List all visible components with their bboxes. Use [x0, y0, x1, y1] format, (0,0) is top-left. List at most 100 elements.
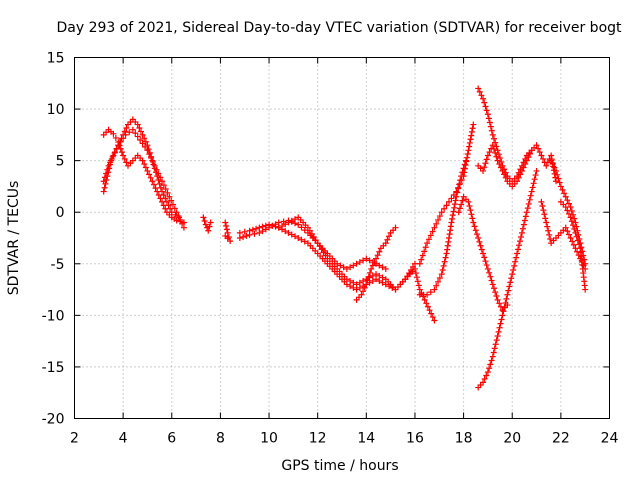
data-point — [508, 275, 515, 282]
data-point — [107, 157, 114, 164]
data-point — [471, 223, 478, 230]
data-point — [476, 88, 483, 95]
data-point — [279, 222, 286, 229]
data-point — [202, 221, 209, 228]
data-point — [106, 165, 113, 172]
data-point — [475, 85, 482, 92]
data-point — [480, 250, 487, 257]
data-point — [490, 146, 497, 153]
data-point — [441, 258, 448, 265]
chart-title: Day 293 of 2021, Sidereal Day-to-day VTE… — [56, 20, 622, 36]
data-point — [493, 293, 500, 300]
y-tick-label: 5 — [56, 154, 65, 170]
data-point — [445, 238, 452, 245]
data-point — [251, 230, 258, 237]
data-point — [439, 266, 446, 273]
y-axis-label: SDTVAR / TECUs — [6, 181, 22, 296]
data-point — [101, 184, 108, 191]
data-point — [544, 223, 551, 230]
data-point — [266, 221, 273, 228]
data-point — [418, 256, 425, 263]
data-point — [241, 228, 248, 235]
series-track-d — [200, 214, 214, 234]
data-point — [343, 265, 350, 272]
data-point — [438, 271, 445, 278]
data-point — [531, 176, 538, 183]
data-point — [160, 192, 167, 199]
data-point — [570, 241, 577, 248]
data-point — [450, 208, 457, 215]
x-tick-label: 22 — [552, 431, 570, 447]
data-point — [142, 143, 149, 150]
data-point — [134, 133, 141, 140]
x-tick-label: 6 — [167, 431, 176, 447]
data-point — [511, 262, 518, 269]
data-point — [473, 231, 480, 238]
data-point — [486, 365, 493, 372]
data-point — [112, 134, 119, 141]
data-point — [376, 248, 383, 255]
data-point — [146, 151, 153, 158]
data-point — [555, 175, 562, 182]
data-point — [476, 238, 483, 245]
data-point — [429, 228, 436, 235]
data-point — [498, 316, 505, 323]
data-point — [518, 229, 525, 236]
data-point — [468, 132, 475, 139]
data-point — [466, 203, 473, 210]
data-point — [469, 215, 476, 222]
data-point — [480, 167, 487, 174]
data-point — [456, 181, 463, 188]
data-point — [386, 283, 393, 290]
data-point — [298, 224, 305, 231]
x-tick-label: 10 — [260, 431, 278, 447]
data-point — [149, 158, 156, 165]
data-point — [490, 349, 497, 356]
data-point — [517, 171, 524, 178]
data-point — [494, 332, 501, 339]
data-point — [477, 242, 484, 249]
data-point — [136, 124, 143, 131]
data-point — [499, 167, 506, 174]
data-point — [484, 111, 491, 118]
data-point — [481, 99, 488, 106]
data-point — [482, 160, 489, 167]
data-point — [177, 216, 184, 223]
data-point — [510, 266, 517, 273]
data-point — [288, 231, 295, 238]
data-point — [374, 252, 381, 259]
data-point — [513, 254, 520, 261]
data-point — [483, 107, 490, 114]
data-point — [371, 259, 378, 266]
data-point — [478, 246, 485, 253]
data-point — [384, 236, 391, 243]
data-point — [105, 169, 112, 176]
data-point — [533, 167, 540, 174]
data-point — [449, 212, 456, 219]
data-point — [494, 296, 501, 303]
data-point — [431, 224, 438, 231]
data-point — [488, 357, 495, 364]
data-point — [572, 229, 579, 236]
data-point — [441, 205, 448, 212]
data-point — [459, 169, 466, 176]
data-point — [523, 209, 530, 216]
data-point — [501, 171, 508, 178]
data-point — [483, 262, 490, 269]
data-point — [291, 216, 298, 223]
data-point — [540, 155, 547, 162]
data-point — [429, 314, 436, 321]
data-point — [570, 222, 577, 229]
series-track-m — [455, 193, 511, 314]
y-tick-label: 15 — [47, 51, 65, 67]
data-point — [272, 223, 279, 230]
data-point — [113, 146, 120, 153]
data-point — [564, 228, 571, 235]
series-track-i — [353, 224, 399, 303]
data-point — [236, 235, 243, 241]
data-point — [540, 207, 547, 214]
data-point — [489, 353, 496, 360]
data-point — [502, 299, 509, 306]
data-point — [440, 262, 447, 269]
data-point — [149, 178, 156, 185]
